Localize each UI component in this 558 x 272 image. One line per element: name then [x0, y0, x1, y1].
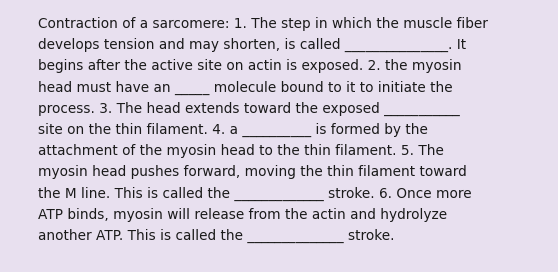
Text: develops tension and may shorten, is called _______________. It: develops tension and may shorten, is cal… — [38, 38, 466, 52]
Text: Contraction of a sarcomere: 1. The step in which the muscle fiber: Contraction of a sarcomere: 1. The step … — [38, 17, 488, 31]
Text: begins after the active site on actin is exposed. 2. the myosin: begins after the active site on actin is… — [38, 59, 461, 73]
Text: ATP binds, myosin will release from the actin and hydrolyze: ATP binds, myosin will release from the … — [38, 208, 447, 222]
Text: site on the thin filament. 4. a __________ is formed by the: site on the thin filament. 4. a ________… — [38, 123, 428, 137]
Text: myosin head pushes forward, moving the thin filament toward: myosin head pushes forward, moving the t… — [38, 165, 466, 180]
Text: head must have an _____ molecule bound to it to initiate the: head must have an _____ molecule bound t… — [38, 81, 453, 95]
Text: the M line. This is called the _____________ stroke. 6. Once more: the M line. This is called the _________… — [38, 187, 472, 201]
Text: another ATP. This is called the ______________ stroke.: another ATP. This is called the ________… — [38, 229, 395, 243]
Text: process. 3. The head extends toward the exposed ___________: process. 3. The head extends toward the … — [38, 102, 460, 116]
Text: attachment of the myosin head to the thin filament. 5. The: attachment of the myosin head to the thi… — [38, 144, 444, 158]
